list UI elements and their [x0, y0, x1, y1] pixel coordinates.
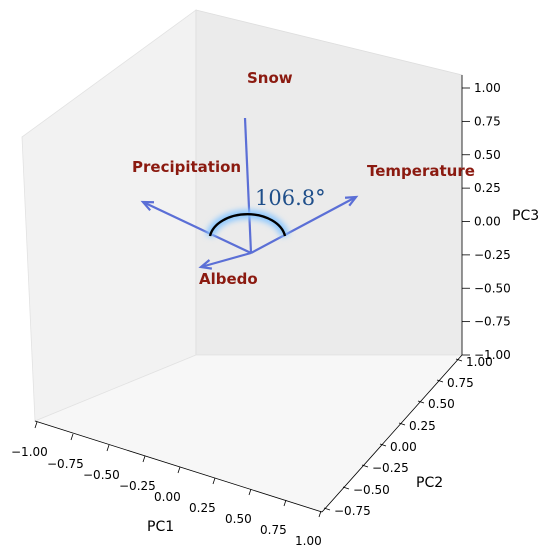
pc1-tick-label: −1.00: [11, 445, 48, 459]
pc1-tick: [70, 433, 74, 441]
pc3-tick-label: −0.50: [474, 281, 511, 295]
pc2-tick: [379, 443, 387, 447]
pc3-tick-label: 1.00: [474, 81, 501, 95]
pc1-tick-label: 0.75: [260, 523, 287, 537]
pc2-tick: [417, 400, 425, 404]
pc1-tick: [283, 499, 287, 507]
pc2-axis-label: PC2: [416, 475, 443, 491]
vector-albedo-head: [198, 259, 213, 270]
pc2-tick: [342, 486, 350, 490]
pc1-tick: [318, 510, 322, 518]
vector-precipitation-head: [140, 200, 155, 212]
pc2-tick: [436, 379, 444, 383]
vectors: [140, 117, 359, 270]
pc2-tick-label: −0.50: [353, 483, 390, 497]
pc1-tick-label: −0.75: [47, 457, 84, 471]
pc3-ticks: 1.00 0.75 0.50 0.25 0.00 −0.25 −0.50 −0.75 −1.00: [462, 81, 511, 362]
pc2-tick: [361, 464, 369, 468]
pc2-tick-label: 0.25: [409, 419, 436, 433]
pc1-tick-label: 0.25: [189, 501, 216, 515]
pc3-tick-label: 0.00: [474, 215, 501, 229]
pc1-tick: [34, 421, 38, 429]
pc2-tick-label: −0.25: [372, 461, 409, 475]
pc1-tick: [177, 466, 181, 474]
vector-label-precipitation: Precipitation: [132, 158, 241, 176]
vector-label-temperature: Temperature: [367, 162, 475, 180]
pc3-tick-label: 0.75: [474, 114, 501, 128]
pc2-tick-label: −0.75: [334, 504, 371, 518]
vector-label-albedo: Albedo: [199, 270, 258, 288]
pc2-tick-label: 0.50: [428, 397, 455, 411]
vector-temperature: [250, 196, 357, 254]
pc1-tick: [212, 477, 216, 485]
pc2-tick: [455, 358, 463, 362]
pc1-ticks: −1.00−0.75−0.50−0.250.00 0.25 0.50 0.75 1.00: [11, 421, 322, 548]
pc3-tick-label: 0.25: [474, 181, 501, 195]
pc1-tick: [248, 488, 252, 496]
pc3-tick-label: −0.75: [474, 315, 511, 329]
pc2-tick-label: 0.00: [390, 440, 417, 454]
pc3-tick-label: −1.00: [474, 348, 511, 362]
pc2-tick-label: 0.75: [447, 376, 474, 390]
vector-snow: [243, 117, 253, 254]
pc1-tick: [142, 455, 146, 463]
pc1-tick: [106, 444, 110, 452]
vector-precipitation: [142, 201, 252, 254]
angle-arc: [208, 213, 287, 237]
pc3-tick-label: 0.50: [474, 148, 501, 162]
pc1-axis-line: [34, 420, 323, 513]
pc1-tick-label: −0.25: [119, 479, 156, 493]
pc1-tick-label: 1.00: [295, 534, 322, 548]
pc2-tick: [323, 507, 331, 511]
pc3-tick-label: −0.25: [474, 248, 511, 262]
pc1-tick-label: 0.50: [225, 512, 252, 526]
pc1-tick-label: −0.50: [83, 468, 120, 482]
pc1-axis-label: PC1: [147, 519, 174, 535]
pc3-axis-label: PC3: [512, 208, 539, 224]
angle-annotation: 106.8°: [255, 186, 326, 210]
back-pane: [195, 9, 463, 356]
pc1-tick-label: 0.00: [154, 490, 181, 504]
vector-label-snow: Snow: [247, 69, 293, 87]
pc2-axis-line: [321, 354, 463, 513]
vector-albedo: [200, 251, 252, 269]
pc2-ticks: −0.75 −0.50 −0.25 0.00 0.25 0.50 0.75 1.00: [323, 355, 493, 518]
vector-temperature-head: [344, 195, 359, 207]
pc2-tick: [398, 422, 406, 426]
pc2-tick-label: 1.00: [466, 355, 493, 369]
